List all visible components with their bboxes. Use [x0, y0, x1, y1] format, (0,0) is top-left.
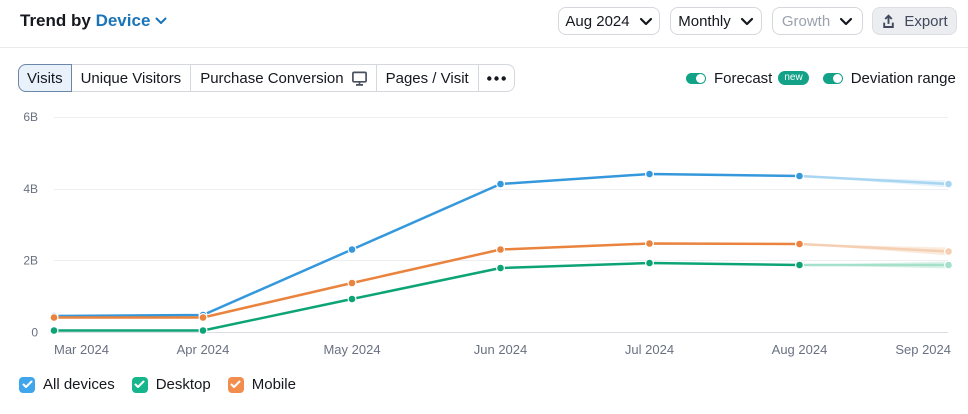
svg-text:Mar 2024: Mar 2024 [54, 342, 109, 357]
svg-text:Apr 2024: Apr 2024 [177, 342, 230, 357]
svg-text:Jun 2024: Jun 2024 [474, 342, 528, 357]
svg-text:Aug 2024: Aug 2024 [772, 342, 828, 357]
svg-text:6B: 6B [23, 110, 38, 124]
svg-text:2B: 2B [23, 254, 38, 268]
svg-text:May 2024: May 2024 [323, 342, 380, 357]
svg-text:0: 0 [31, 326, 38, 340]
svg-text:Sep 2024: Sep 2024 [895, 342, 951, 357]
svg-text:Jul 2024: Jul 2024 [625, 342, 674, 357]
svg-text:4B: 4B [23, 182, 38, 196]
